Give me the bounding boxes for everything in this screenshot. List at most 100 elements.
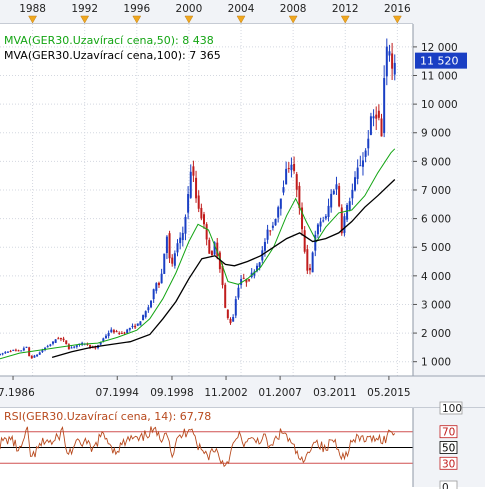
top-time-axis: 1988 1992 1996 2000 2004 2008 2012 2016 bbox=[0, 0, 485, 25]
price-candle-body bbox=[340, 207, 343, 234]
price-candle-body bbox=[287, 168, 290, 170]
price-candle-body bbox=[322, 220, 325, 222]
price-candle-body bbox=[348, 201, 351, 210]
price-candle-body bbox=[144, 311, 147, 318]
price-candle-body bbox=[189, 171, 192, 198]
bottom-axis-tick-label: 07.1986 bbox=[0, 387, 35, 399]
mva-50-line bbox=[0, 148, 396, 360]
price-candle-body bbox=[20, 350, 23, 352]
price-candle-body bbox=[179, 237, 182, 244]
rsi-y-tick-box bbox=[439, 401, 463, 415]
price-candle-body bbox=[226, 309, 229, 318]
price-candle-body bbox=[36, 354, 39, 357]
price-candle-body bbox=[298, 185, 301, 209]
price-candle-body bbox=[49, 344, 52, 346]
price-candle-body bbox=[285, 168, 288, 185]
rsi-y-tick-label: 30 bbox=[442, 458, 455, 470]
price-candle-body bbox=[213, 242, 216, 255]
rsi-y-axis: 0 30 50 70 100 bbox=[412, 401, 485, 493]
price-candle-body bbox=[62, 338, 65, 341]
price-candle-body bbox=[343, 216, 346, 234]
top-axis-marker bbox=[392, 15, 402, 24]
price-candle-body bbox=[234, 299, 237, 316]
price-candle-body bbox=[110, 329, 113, 333]
price-candle-body bbox=[359, 165, 362, 167]
price-candle-body bbox=[242, 277, 245, 279]
price-candle-body bbox=[181, 232, 184, 241]
price-candle-body bbox=[165, 236, 168, 254]
bottom-axis-tick-label: 11.2002 bbox=[204, 387, 247, 399]
top-axis-marker bbox=[184, 15, 194, 24]
price-candle-body bbox=[104, 335, 107, 339]
price-candle-body bbox=[14, 349, 17, 351]
price-candle-body bbox=[12, 349, 15, 351]
price-candle-body bbox=[67, 344, 70, 350]
price-candle-body bbox=[131, 325, 134, 328]
price-candle-body bbox=[6, 351, 9, 353]
top-axis-tick-label: 2016 bbox=[384, 3, 411, 15]
price-y-tick-label: 12 000 bbox=[421, 42, 458, 54]
price-candle-body bbox=[195, 177, 198, 199]
price-candle-body bbox=[184, 216, 187, 234]
price-candle-body bbox=[17, 350, 20, 352]
top-axis-tick-label: 2012 bbox=[332, 3, 359, 15]
price-candle-body bbox=[327, 205, 330, 218]
price-candle-body bbox=[102, 338, 105, 342]
price-candle-body bbox=[123, 332, 126, 334]
price-candle-body bbox=[346, 205, 349, 220]
price-candle-body bbox=[41, 350, 44, 352]
top-axis-tick-label: 2008 bbox=[280, 3, 307, 15]
price-candle-body bbox=[163, 253, 166, 274]
price-candle-body bbox=[306, 249, 309, 271]
price-candle-body bbox=[157, 282, 160, 286]
top-axis-marker bbox=[80, 15, 90, 24]
price-candle-body bbox=[293, 163, 296, 171]
price-candle-body bbox=[107, 332, 110, 337]
bottom-axis-tick-label: 03.2011 bbox=[313, 387, 356, 399]
price-candle-body bbox=[266, 229, 269, 240]
price-candle-body bbox=[200, 207, 203, 219]
price-panel: MVA(GER30.Uzavírací cena,50): 8 438 MVA(G… bbox=[0, 24, 413, 376]
price-candle-body bbox=[192, 166, 195, 176]
price-candle-body bbox=[216, 242, 219, 256]
price-candle-body bbox=[160, 273, 163, 284]
price-candle-body bbox=[311, 252, 314, 273]
price-candle-body bbox=[86, 343, 89, 345]
price-candle-body bbox=[279, 198, 282, 209]
price-candle-body bbox=[112, 330, 115, 333]
top-axis-tick-label: 1996 bbox=[123, 3, 150, 15]
price-candle-body bbox=[142, 315, 145, 321]
price-candle-body bbox=[221, 265, 224, 286]
price-candle-body bbox=[89, 344, 92, 348]
price-candle-body bbox=[203, 214, 206, 225]
price-candle-body bbox=[75, 345, 78, 347]
price-candle-body bbox=[30, 355, 33, 359]
price-candle-body bbox=[38, 352, 41, 355]
price-y-axis-background bbox=[413, 24, 485, 376]
price-candle-body bbox=[393, 62, 396, 75]
price-candle-body bbox=[9, 351, 12, 353]
price-y-tick-label: 3 000 bbox=[421, 299, 451, 311]
price-candle-body bbox=[120, 332, 123, 334]
price-plot-area bbox=[0, 24, 413, 376]
price-candle-body bbox=[301, 207, 304, 230]
price-y-axis: 1 000 2 000 3 000 4 000 5 000 6 000 7 000 8 000… bbox=[412, 24, 485, 376]
price-candle-body bbox=[277, 207, 280, 218]
price-candle-body bbox=[232, 316, 235, 322]
top-axis-marker bbox=[28, 15, 38, 24]
price-candle-body bbox=[388, 51, 391, 56]
price-candle-body bbox=[335, 184, 338, 190]
price-y-tick-label: 5 000 bbox=[421, 242, 451, 254]
price-y-tick-label: 9 000 bbox=[421, 128, 451, 140]
price-candle-body bbox=[354, 177, 357, 191]
price-y-tick-label: 10 000 bbox=[421, 99, 458, 111]
price-y-tick-label: 7 000 bbox=[421, 185, 451, 197]
price-candle-body bbox=[139, 321, 142, 326]
price-candle-body bbox=[229, 318, 232, 324]
price-candle-body bbox=[271, 225, 274, 228]
price-candle-body bbox=[290, 164, 293, 171]
price-candle-body bbox=[25, 346, 28, 348]
rsi-y-tick-box bbox=[439, 441, 458, 454]
price-candle-body bbox=[375, 114, 378, 119]
price-candle-body bbox=[4, 352, 7, 354]
